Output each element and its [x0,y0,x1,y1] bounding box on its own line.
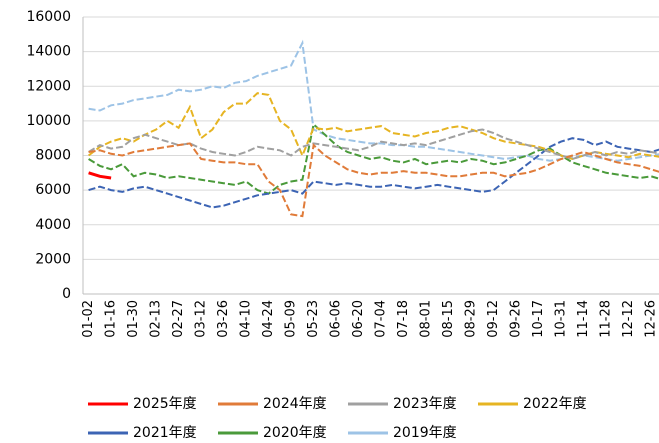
series-line [88,122,659,195]
series-line [88,171,112,180]
x-tick-label: 01-30 [126,300,141,338]
legend-label: 2020年度 [263,425,327,441]
legend-item: 2025年度 [88,396,197,412]
legend-label: 2019年度 [393,425,457,441]
x-tick-label: 06-06 [329,300,344,338]
x-tick-label: 05-09 [284,300,299,338]
legend-label: 2025年度 [133,396,197,412]
legend-item: 2024年度 [218,396,327,412]
x-tick-label: 11-28 [599,300,614,338]
x-tick-label: 03-12 [194,300,209,338]
y-tick-label: 2000 [35,251,71,267]
legend-item: 2021年度 [88,425,197,441]
x-tick-label: 10-17 [531,300,546,338]
x-tick-label: 12-12 [621,300,636,338]
legend-item: 2022年度 [478,396,587,412]
x-tick-label: 10-31 [554,300,569,338]
series-line [88,137,659,209]
x-tick-label: 02-13 [149,300,164,338]
y-tick-label: 14000 [26,44,71,60]
x-tick-label: 04-24 [261,300,276,338]
x-tick-label: 05-23 [306,300,321,338]
y-tick-label: 10000 [26,113,71,129]
x-tick-label: 08-15 [441,300,456,338]
x-tick-label: 01-16 [104,300,119,338]
x-tick-label: 07-04 [374,300,389,338]
legend-item: 2019年度 [348,425,457,441]
legend-item: 2023年度 [348,396,457,412]
x-tick-label: 06-20 [351,300,366,338]
y-tick-label: 0 [62,286,71,302]
x-tick-label: 04-10 [239,300,254,338]
x-tick-label: 02-27 [171,300,186,338]
x-tick-label: 09-12 [486,300,501,338]
x-tick-label: 12-26 [644,300,659,338]
series-line [87,92,659,161]
x-tick-label: 11-14 [576,300,591,338]
y-tick-label: 6000 [35,182,71,198]
y-tick-label: 12000 [26,78,71,94]
legend-label: 2024年度 [263,396,327,412]
x-tick-label: 08-29 [464,300,479,338]
y-tick-label: 4000 [35,217,71,233]
series-line [88,142,659,218]
x-tick-label: 08-01 [419,300,434,338]
y-tick-label: 16000 [26,9,71,25]
x-tick-label: 07-18 [396,300,411,338]
x-tick-label: 03-26 [216,300,231,338]
legend-label: 2022年度 [523,396,587,412]
y-tick-label: 8000 [35,148,71,164]
legend-label: 2023年度 [393,396,457,412]
x-tick-label: 09-26 [509,300,524,338]
legend-label: 2021年度 [133,425,197,441]
x-tick-label: 01-02 [81,300,96,338]
series-line [88,128,659,161]
legend-item: 2020年度 [218,425,327,441]
